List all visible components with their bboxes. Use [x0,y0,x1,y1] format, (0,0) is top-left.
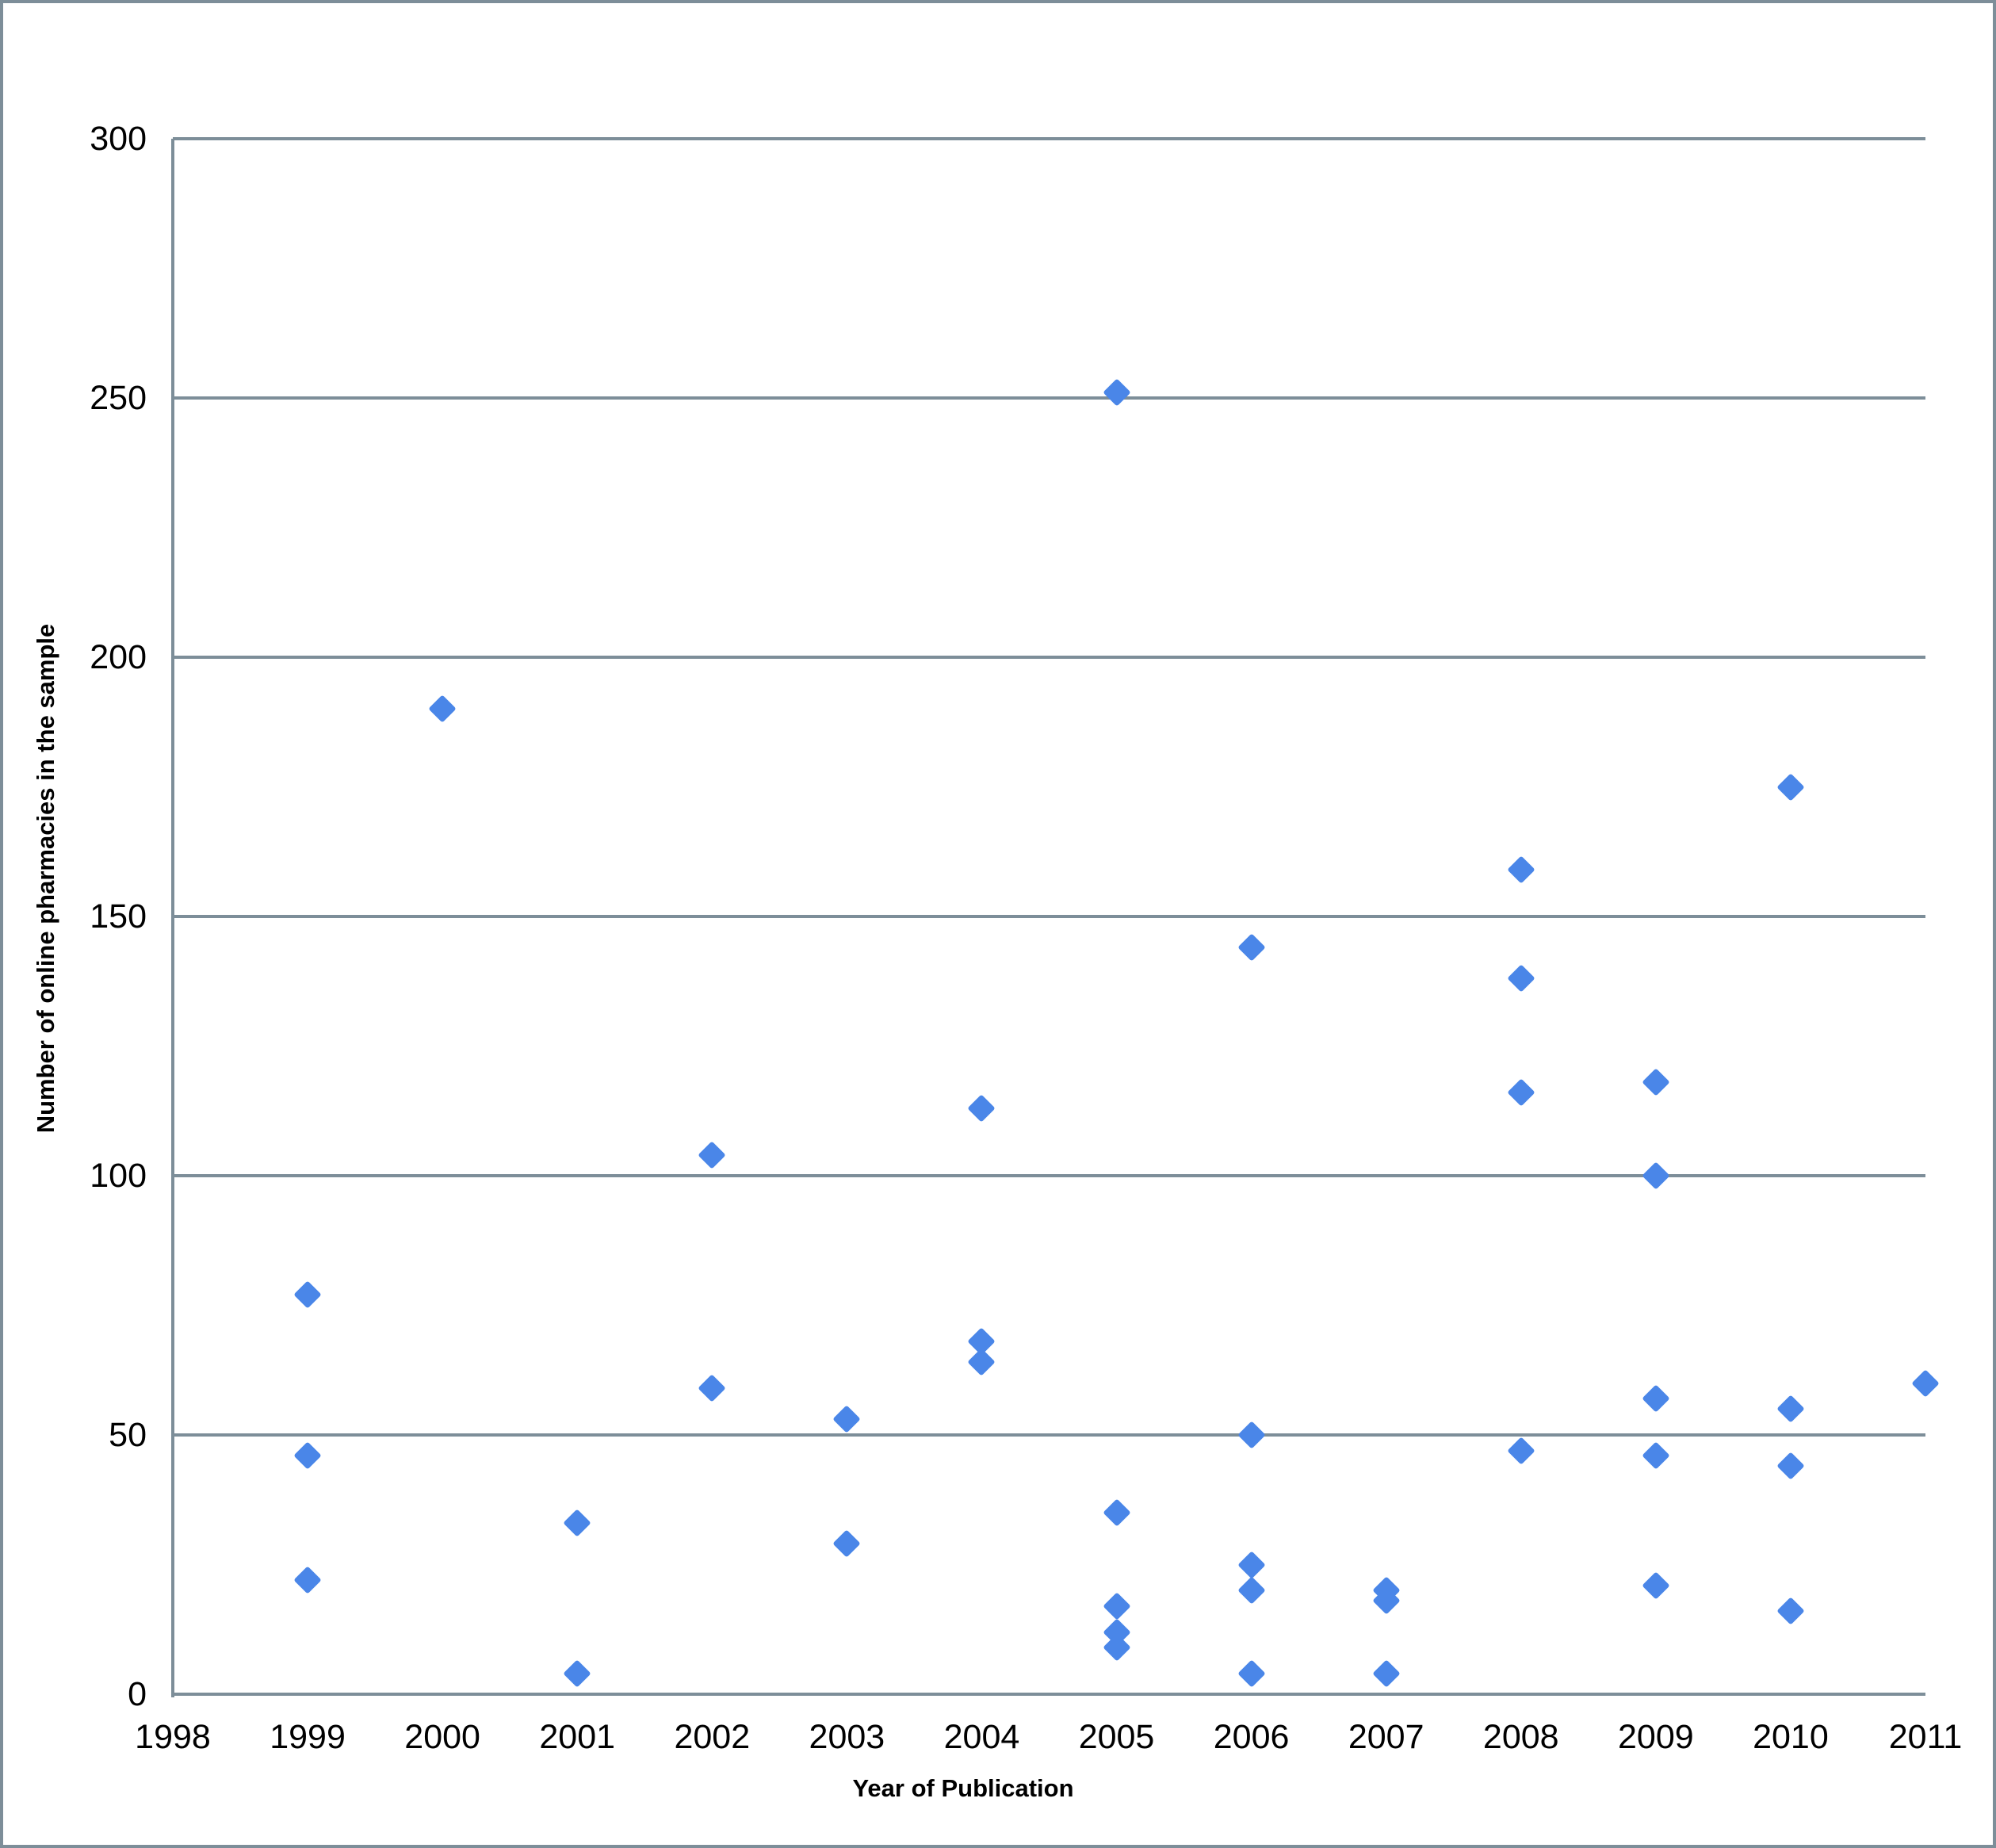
x-tick-label: 2002 [674,1718,751,1756]
gridline [173,656,1925,659]
x-tick-label: 2004 [943,1718,1020,1756]
y-axis-title: Number of online pharmacies in the sampl… [32,623,59,1134]
x-tick-label: 2010 [1753,1718,1829,1756]
x-tick-label: 1998 [135,1718,211,1756]
x-axis-title: Year of Publication [852,1774,1074,1802]
gridline [173,915,1925,918]
x-tick-label: 2005 [1078,1718,1155,1756]
x-tick-label: 2008 [1482,1718,1559,1756]
y-tick-label: 300 [90,120,147,158]
x-tick-label: 2000 [404,1718,480,1756]
y-tick-label: 0 [128,1675,147,1713]
x-tick-label: 1999 [270,1718,346,1756]
x-tick-label: 2011 [1888,1718,1963,1756]
x-axis-line [173,1693,1925,1696]
y-tick-label: 50 [109,1416,147,1454]
gridline [173,1174,1925,1177]
y-tick-label: 200 [90,638,147,676]
x-tick-label: 2003 [809,1718,885,1756]
x-tick-label: 2006 [1213,1718,1290,1756]
y-tick-label: 150 [90,897,147,935]
gridline [173,396,1925,400]
x-tick-label: 2009 [1618,1718,1694,1756]
y-tick-label: 250 [90,379,147,417]
y-tick-label: 100 [90,1157,147,1195]
gridline [173,137,1925,140]
gridline [173,1433,1925,1437]
y-axis-line [171,139,174,1697]
x-tick-label: 2007 [1348,1718,1424,1756]
x-tick-label: 2001 [539,1718,616,1756]
